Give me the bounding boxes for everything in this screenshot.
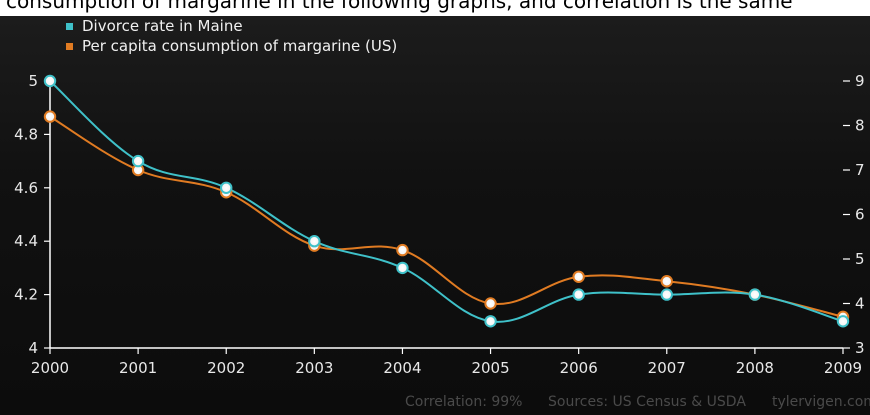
data-point-divorce-rate bbox=[396, 261, 409, 275]
left-tick-label: 4.2 bbox=[14, 286, 38, 304]
left-tick-label: 4.8 bbox=[14, 125, 38, 143]
data-point-divorce-rate bbox=[131, 154, 145, 168]
data-point-divorce-rate bbox=[572, 288, 585, 301]
right-tick-label: 4 bbox=[855, 295, 865, 313]
legend-label: Per capita consumption of margarine (US) bbox=[82, 37, 397, 55]
right-tick-label: 8 bbox=[855, 117, 865, 135]
left-tick-label: 4.4 bbox=[14, 232, 38, 250]
left-tick-label: 5 bbox=[28, 72, 38, 90]
header-strip: consumption of margarine in the followin… bbox=[0, 0, 870, 16]
right-tick-label: 5 bbox=[855, 250, 865, 268]
sources-note: Sources: US Census & USDA bbox=[548, 394, 746, 410]
data-point-divorce-rate bbox=[220, 181, 233, 195]
x-tick-label: 2008 bbox=[736, 359, 774, 377]
legend-swatch bbox=[66, 43, 73, 50]
data-point-divorce-rate bbox=[484, 315, 497, 328]
x-tick-label: 2000 bbox=[31, 359, 69, 377]
legend-swatch bbox=[66, 23, 73, 30]
chart-svg: 4 4.2 4.4 4.6 4.8 5 3 4 5 6 7 8 9 2000 2001 2002 2003 200… bbox=[14, 17, 870, 410]
data-point-margarine bbox=[572, 270, 585, 283]
data-point-margarine bbox=[484, 297, 497, 310]
data-point-divorce-rate bbox=[308, 235, 321, 248]
x-tick-label: 2003 bbox=[295, 359, 333, 377]
left-tick-label: 4.6 bbox=[14, 179, 38, 197]
x-tick-label: 2004 bbox=[383, 359, 421, 377]
left-tick-label: 4 bbox=[28, 339, 38, 357]
data-point-margarine bbox=[660, 275, 673, 288]
x-tick-label: 2001 bbox=[119, 359, 157, 377]
right-tick-label: 6 bbox=[855, 206, 865, 224]
series-line-divorce-rate bbox=[49, 80, 844, 323]
data-point-divorce-rate bbox=[748, 288, 762, 301]
data-point-divorce-rate bbox=[836, 315, 850, 328]
legend-label: Divorce rate in Maine bbox=[82, 17, 243, 35]
right-tick-label: 3 bbox=[855, 339, 865, 357]
correlation-note: Correlation: 99% bbox=[405, 394, 522, 410]
series-line-margarine bbox=[49, 115, 844, 318]
data-point-margarine bbox=[396, 243, 409, 257]
x-tick-label: 2005 bbox=[471, 359, 509, 377]
x-tick-label: 2002 bbox=[207, 359, 245, 377]
right-tick-label: 7 bbox=[855, 161, 865, 179]
x-tick-label: 2009 bbox=[824, 359, 862, 377]
x-tick-label: 2007 bbox=[648, 359, 686, 377]
chart-panel: 4 4.2 4.4 4.6 4.8 5 3 4 5 6 7 8 9 2000 2001 2002 2003 200… bbox=[0, 16, 870, 415]
x-tick-label: 2006 bbox=[560, 359, 598, 377]
data-point-divorce-rate bbox=[660, 288, 673, 301]
data-point-divorce-rate bbox=[43, 74, 57, 88]
site-credit: tylervigen.com bbox=[772, 394, 870, 410]
right-tick-label: 9 bbox=[855, 72, 865, 90]
header-caption: consumption of margarine in the followin… bbox=[6, 0, 793, 13]
data-point-margarine bbox=[43, 110, 57, 123]
